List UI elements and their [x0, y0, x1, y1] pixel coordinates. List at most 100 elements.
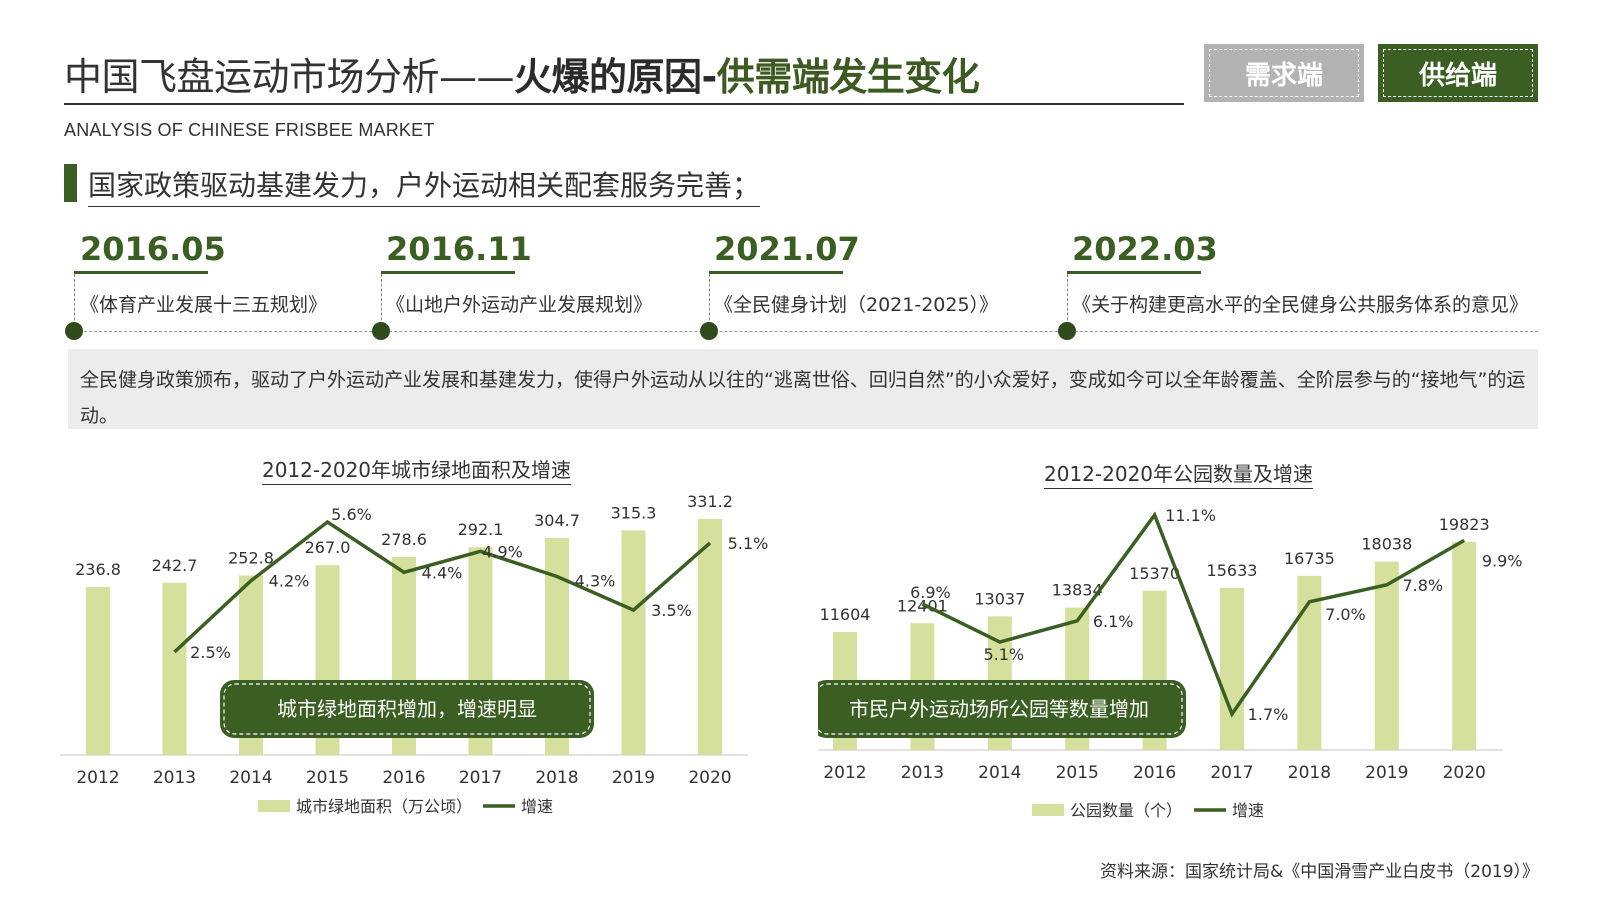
page-title: 中国飞盘运动市场分析——火爆的原因-供需端发生变化: [64, 46, 980, 101]
timeline-document: 《体育产业发展十三五规划》: [80, 294, 328, 316]
timeline-year-underline: [709, 271, 843, 274]
growth-point-label: 4.3%: [575, 572, 616, 591]
description-text: 全民健身政策颁布，驱动了户外运动产业发展和基建发力，使得户外运动从以往的“逃离世…: [80, 369, 1526, 427]
growth-point-label: 2.5%: [190, 643, 231, 662]
bar-value-label: 15633: [1207, 561, 1258, 580]
timeline-dot: [1058, 322, 1076, 340]
growth-point-label: 5.1%: [983, 645, 1024, 664]
timeline-document: 《关于构建更高水平的全民健身公共服务体系的意见》: [1072, 294, 1529, 316]
x-tick-label: 2012: [823, 763, 866, 783]
x-tick-label: 2018: [535, 768, 578, 788]
growth-point-label: 5.6%: [331, 505, 372, 524]
button-dashed-border: [1209, 49, 1359, 97]
timeline-year-underline: [381, 271, 515, 274]
chart-title-park-count: 2012-2020年公园数量及增速: [1044, 458, 1314, 489]
timeline-dot: [700, 322, 718, 340]
x-tick-label: 2016: [1133, 763, 1176, 783]
growth-point-label: 4.9%: [482, 542, 523, 561]
timeline-year-underline: [74, 271, 208, 274]
bar: [86, 587, 110, 755]
bar: [1220, 587, 1244, 750]
bar-value-label: 13834: [1052, 581, 1103, 600]
x-tick-label: 2014: [229, 768, 272, 788]
x-tick-label: 2020: [688, 768, 731, 788]
bar-value-label: 11604: [820, 605, 871, 624]
growth-point-label: 7.0%: [1325, 605, 1366, 624]
bar-value-label: 315.3: [611, 503, 657, 522]
bar: [162, 582, 187, 755]
legend-bar-label: 城市绿地面积（万公顷）: [296, 797, 472, 816]
x-tick-label: 2016: [382, 768, 425, 788]
growth-point-label: 6.1%: [1093, 612, 1134, 631]
growth-point-label: 3.5%: [651, 601, 692, 620]
chart-title-green-area: 2012-2020年城市绿地面积及增速: [262, 454, 572, 485]
x-tick-label: 2017: [459, 768, 502, 788]
x-tick-label: 2014: [978, 763, 1021, 783]
growth-point-label: 4.4%: [422, 563, 463, 582]
bar-value-label: 16735: [1284, 549, 1335, 568]
timeline-year: 2022.03: [1072, 230, 1218, 268]
bar: [1374, 561, 1399, 750]
bar-value-label: 278.6: [381, 530, 427, 549]
bar-value-label: 292.1: [458, 520, 504, 539]
x-tick-label: 2017: [1210, 763, 1253, 783]
timeline-document: 《山地户外运动产业发展规划》: [386, 294, 653, 316]
timeline-year: 2016.05: [80, 230, 226, 268]
growth-line: [921, 511, 1466, 718]
legend-line-label: 增速: [1232, 801, 1264, 820]
x-tick-label: 2019: [612, 768, 655, 788]
page-subtitle: ANALYSIS OF CHINESE FRISBEE MARKET: [64, 120, 435, 140]
timeline-year: 2021.07: [714, 230, 860, 268]
button-dashed-border: [1383, 49, 1533, 97]
x-tick-label: 2019: [1365, 763, 1408, 783]
legend-bar-swatch: [258, 800, 290, 812]
title-part-3: 供需端发生变化: [716, 55, 980, 99]
description-panel: [68, 349, 1538, 429]
bar-value-label: 15370: [1129, 564, 1180, 583]
bar-value-label: 19823: [1439, 515, 1490, 534]
x-tick-label: 2013: [153, 768, 196, 788]
growth-point-label: 5.1%: [728, 534, 769, 553]
park-count-chart: 1160420121240120131303720141383420151537…: [818, 506, 1523, 820]
green-area-chart: 236.8 2012 242.7 2013 252.8 2014 267.0 2015 278.…: [59, 492, 769, 816]
legend-bar-swatch: [1032, 804, 1064, 816]
callout-dashed-border: [223, 683, 591, 735]
title-part-1: 中国飞盘运动市场分析——: [64, 55, 515, 99]
supply-side-label: 供给端: [1418, 60, 1497, 91]
timeline-axis: [74, 331, 1538, 332]
timeline-year-underline: [1067, 271, 1201, 274]
x-tick-label: 2015: [1056, 763, 1099, 783]
x-tick-label: 2013: [901, 763, 944, 783]
timeline-connector: [1067, 274, 1068, 330]
source-note: 资料来源：国家统计局&《中国滑雪产业白皮书（2019）》: [1100, 862, 1540, 882]
x-tick-label: 2018: [1288, 763, 1331, 783]
bar-value-label: 236.8: [75, 560, 121, 579]
timeline-dot: [65, 322, 83, 340]
bar: [1452, 542, 1477, 750]
section-marker: [64, 164, 77, 202]
growth-point-label: 7.8%: [1402, 576, 1443, 595]
legend-bar-label: 公园数量（个）: [1070, 801, 1182, 820]
bar-value-label: 331.2: [687, 492, 733, 511]
timeline-connector: [381, 274, 382, 330]
x-tick-label: 2020: [1443, 763, 1486, 783]
bar-value-label: 252.8: [228, 548, 274, 567]
timeline-connector: [74, 274, 75, 330]
growth-point-label: 1.7%: [1248, 705, 1289, 724]
x-tick-label: 2012: [76, 768, 119, 788]
callout-text: 城市绿地面积增加，增速明显: [277, 697, 537, 721]
callout-box: [220, 680, 594, 738]
supply-side-button[interactable]: 供给端: [1378, 44, 1538, 102]
callout-dashed-border: [818, 683, 1183, 735]
callout-text: 市民户外运动场所公园等数量增加: [849, 697, 1149, 721]
bar: [698, 519, 722, 755]
demand-side-button[interactable]: 需求端: [1204, 44, 1364, 102]
title-divider: [64, 103, 1184, 105]
section-heading: 国家政策驱动基建发力，户外运动相关配套服务完善；: [88, 164, 761, 207]
timeline-dot: [372, 322, 390, 340]
growth-point-label: 4.2%: [269, 572, 310, 591]
callout-box: [818, 680, 1186, 738]
bar: [621, 530, 646, 755]
legend-line-label: 增速: [521, 797, 553, 816]
bar-value-label: 267.0: [305, 538, 351, 557]
